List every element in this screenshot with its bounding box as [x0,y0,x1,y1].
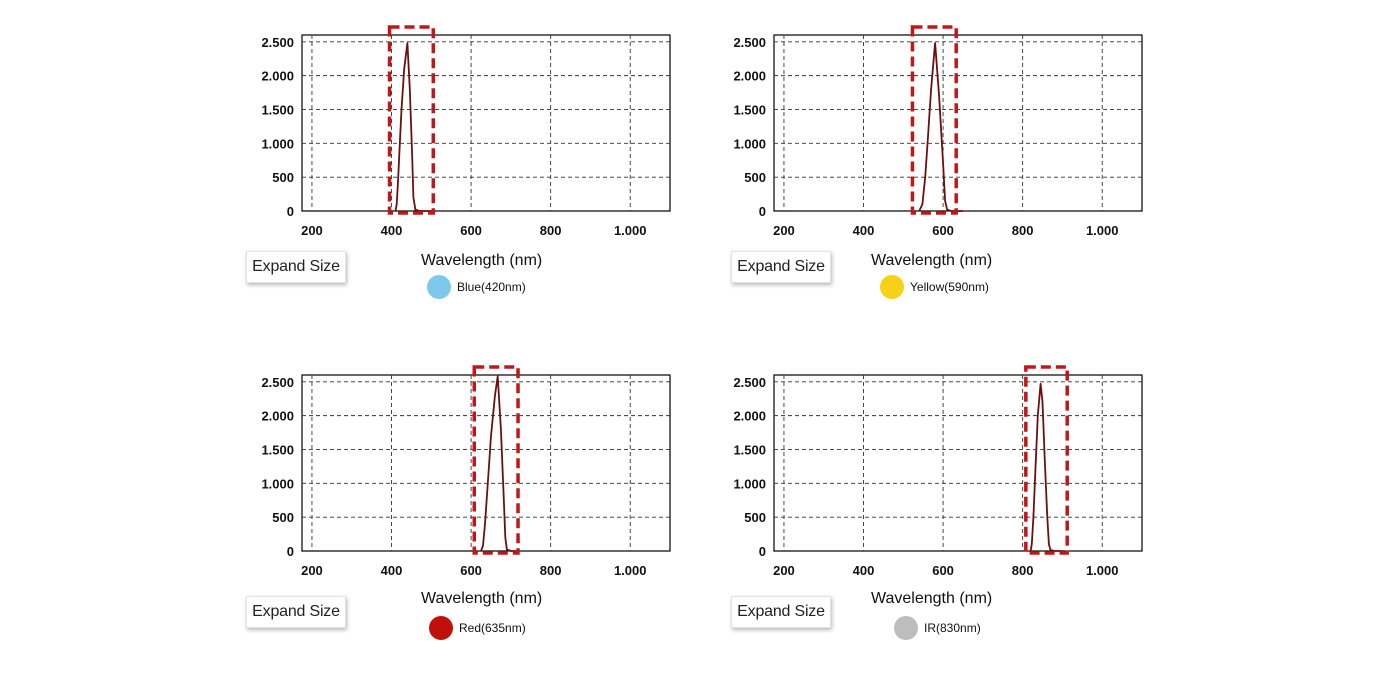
plot-frame [773,34,1143,212]
legend-label: Yellow(590nm) [910,280,989,294]
chart-blue-plot: 0 500 1.000 1.500 2.000 2.500 200 400 600 800 1.00… [261,25,671,238]
legend-entry: Red(635nm) [429,616,526,640]
spectrum-line [918,42,963,212]
y-tick-label: 1.500 [733,102,766,117]
x-tick-label: 1.000 [614,223,647,238]
highlight-box [387,25,436,215]
y-tick-label: 1.000 [733,476,766,491]
chart-panel-red: 0 500 1.000 1.500 2.000 2.500 200 400 600 800 1.00… [240,360,700,670]
x-tick-label: 200 [301,223,323,238]
highlight-box [910,25,958,215]
expand-size-button[interactable]: Expand Size [731,251,831,283]
y-tick-label: 1.500 [261,102,294,117]
legend-entry: IR(830nm) [894,616,981,640]
y-tick-label: 0 [759,204,766,219]
chart-panel-ir: 0 500 1.000 1.500 2.000 2.500 200 400 600 800 1.00… [712,360,1172,670]
y-tick-label: 0 [759,544,766,559]
x-tick-label: 800 [540,223,562,238]
legend-label: Red(635nm) [459,621,526,635]
y-tick-label: 2.500 [261,375,294,390]
legend-swatch [894,616,918,640]
x-tick-label: 400 [853,223,875,238]
expand-size-button[interactable]: Expand Size [246,596,346,628]
plot-frame [301,34,671,212]
x-tick-label: 400 [381,563,403,578]
y-tick-label: 2.000 [261,409,294,424]
y-tick-label: 1.500 [733,442,766,457]
x-tick-label: 1.000 [1086,563,1119,578]
y-tick-label: 500 [272,510,294,525]
chart-panel-yellow: 0 500 1.000 1.500 2.000 2.500 200 400 600 800 1.00… [712,20,1172,330]
x-tick-label: 200 [773,223,795,238]
chart-ir-plot: 0 500 1.000 1.500 2.000 2.500 200 400 600 800 1.00… [733,365,1143,578]
x-axis-label: Wavelength (nm) [421,252,543,269]
y-tick-label: 500 [272,170,294,185]
y-tick-label: 2.000 [733,409,766,424]
legend-label: IR(830nm) [924,621,981,635]
expand-size-button[interactable]: Expand Size [731,596,831,628]
x-tick-label: 800 [1012,223,1034,238]
spectrum-line [480,375,515,552]
y-tick-label: 2.000 [261,69,294,84]
spectrum-line [394,42,432,212]
plot-frame [301,374,671,552]
x-tick-label: 1.000 [614,563,647,578]
chart-yellow-plot: 0 500 1.000 1.500 2.000 2.500 200 400 600 800 1.00… [733,25,1143,238]
y-tick-label: 1.000 [733,136,766,151]
chart-red-plot: 0 500 1.000 1.500 2.000 2.500 200 400 600 800 1.00… [261,365,671,578]
highlight-box [472,365,520,555]
legend-entry: Blue(420nm) [427,275,526,299]
y-tick-label: 2.500 [261,35,294,50]
x-tick-label: 800 [1012,563,1034,578]
x-axis-label: Wavelength (nm) [871,590,993,607]
x-tick-label: 200 [301,563,323,578]
y-tick-label: 500 [744,510,766,525]
legend-entry: Yellow(590nm) [880,275,989,299]
y-tick-label: 1.000 [261,136,294,151]
x-tick-label: 600 [460,563,482,578]
y-tick-label: 2.500 [733,35,766,50]
legend-label: Blue(420nm) [457,280,526,294]
y-tick-label: 1.500 [261,442,294,457]
x-tick-label: 200 [773,563,795,578]
x-tick-label: 800 [540,563,562,578]
x-tick-label: 1.000 [1086,223,1119,238]
spectrum-line [1029,382,1063,552]
y-tick-label: 2.500 [733,375,766,390]
x-tick-label: 600 [932,563,954,578]
chart-panel-blue: 0 500 1.000 1.500 2.000 2.500 200 400 600 800 1.00… [240,20,700,330]
y-tick-label: 500 [744,170,766,185]
x-tick-label: 600 [460,223,482,238]
y-tick-label: 0 [287,544,294,559]
x-axis-label: Wavelength (nm) [421,590,543,607]
y-tick-label: 0 [287,204,294,219]
legend-swatch [880,275,904,299]
legend-swatch [427,275,451,299]
x-tick-label: 400 [853,563,875,578]
highlight-box [1024,365,1069,555]
x-axis-label: Wavelength (nm) [871,252,993,269]
y-tick-label: 1.000 [261,476,294,491]
x-tick-label: 400 [381,223,403,238]
y-tick-label: 2.000 [733,69,766,84]
plot-frame [773,374,1143,552]
x-tick-label: 600 [932,223,954,238]
legend-swatch [429,616,453,640]
expand-size-button[interactable]: Expand Size [246,251,346,283]
